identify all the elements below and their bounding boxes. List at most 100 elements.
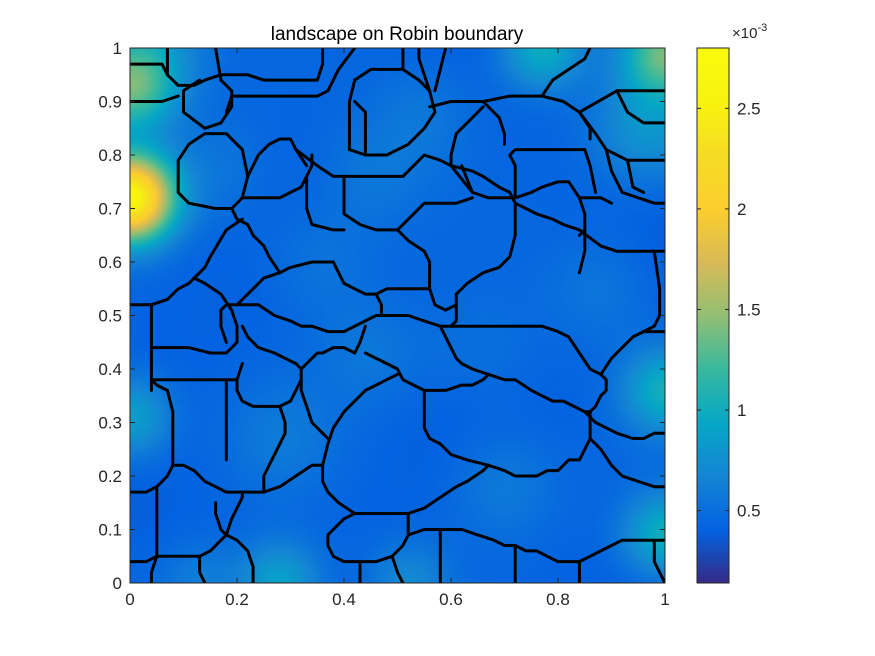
boundary-line [230,48,357,98]
boundary-line [379,314,480,328]
boundary-line [508,148,587,200]
boundary-line [149,378,175,467]
boundary-line [449,164,474,194]
y-tick-label: 0.3 [98,414,122,433]
boundary-line [347,78,357,152]
boundary-line [577,228,665,253]
boundary-line [433,48,448,93]
boundary-line [165,276,196,301]
boundary-line [130,554,159,564]
x-tick-label: 0.8 [546,590,570,609]
x-tick-label: 0.2 [225,590,249,609]
boundary-line [299,367,330,440]
boundary-line [353,324,367,355]
boundary-line [214,501,228,537]
boundary-line [224,490,244,537]
boundary-line [428,100,506,146]
colorbar-tick-label: 1 [737,401,746,420]
boundary-line [294,148,416,178]
colorbar-ticks: 0.5 1 1.5 2 2.5 [697,99,761,521]
x-axis: 0 0.2 0.4 0.6 0.8 1 [125,48,670,609]
boundary-line [192,217,244,280]
boundary-line [130,62,319,87]
y-tick-label: 0.4 [98,360,122,379]
boundary-line [305,174,346,232]
boundary-line [406,528,656,564]
boundary-line [652,538,665,583]
boundary-line [588,437,665,489]
y-axis: 0 0.1 0.2 0.3 0.4 0.5 0.6 0.7 0.8 0.9 1 [98,39,665,593]
boundary-line [642,249,662,334]
y-tick-label: 0.8 [98,146,122,165]
boundary-line [176,276,239,355]
boundary-line [396,228,458,312]
boundary-line [577,110,665,162]
colorbar-tick-label: 1.5 [737,300,761,319]
boundary-line [487,372,587,414]
boundary-line [315,48,325,82]
boundary-line [230,207,282,275]
boundary-line [182,78,234,130]
boundary-line [577,228,587,275]
boundary-line [583,410,656,440]
boundary-line [374,292,383,317]
boundary-line [422,372,490,392]
boundary-line [347,67,437,157]
boundary-line [353,100,367,157]
boundary-line [299,346,357,371]
x-tick-label: 0 [125,590,134,609]
boundary-line [149,362,244,382]
boundary-line [583,148,597,194]
y-tick-label: 0 [113,574,122,593]
boundary-line [130,94,180,103]
boundary-line [130,463,175,494]
boundary-line [540,48,592,98]
y-tick-label: 1 [113,39,122,58]
boundary-line [331,260,378,296]
colorbar-tick-label: 2.5 [737,99,761,118]
boundary-lines [130,48,665,583]
boundary-line [422,388,490,467]
boundary-line [599,330,646,376]
chart-title: landscape on Robin boundary [271,24,524,45]
boundary-line [240,324,303,371]
boundary-line [417,48,432,93]
boundary-line [240,153,314,200]
boundary-line [604,148,665,205]
boundary-line [224,533,255,583]
boundary-line [396,196,474,232]
boundary-line [171,463,325,494]
boundary-line [219,308,228,344]
y-tick-label: 0.1 [98,521,122,540]
boundary-line [176,132,250,210]
boundary-line [219,303,239,312]
boundary-line [374,287,432,296]
y-tick-label: 0.2 [98,467,122,486]
boundary-line [615,89,665,125]
boundary-line [454,201,517,296]
colorbar-tick-label: 2 [737,200,746,219]
boundary-line [476,324,603,376]
x-tick-label: 0.6 [439,590,463,609]
boundary-line [235,378,303,408]
x-tick-label: 0.4 [332,590,356,609]
boundary-line [577,196,613,205]
boundary-line [224,94,234,114]
boundary-line [513,201,581,232]
boundary-line [326,512,410,564]
boundary-line [449,292,458,328]
boundary-line [577,89,665,114]
colorbar-tick-label: 0.5 [737,502,761,521]
colorbar: 0.5 1 1.5 2 2.5 ×10-3 [696,22,767,584]
boundary-line [235,303,383,334]
plot-area: 0 0.2 0.4 0.6 0.8 1 0 0.1 0.2 0.3 0.4 0.5 0.6 0.7 0.8… [98,39,669,609]
boundary-line [363,351,426,392]
boundary-line [198,554,207,583]
y-tick-label: 0.5 [98,307,122,326]
boundary-line [149,554,159,583]
y-tick-label: 0.6 [98,253,122,272]
colorbar-exponent-base: ×10 [732,25,757,42]
y-tick-label: 0.9 [98,93,122,112]
boundary-line [626,158,646,194]
